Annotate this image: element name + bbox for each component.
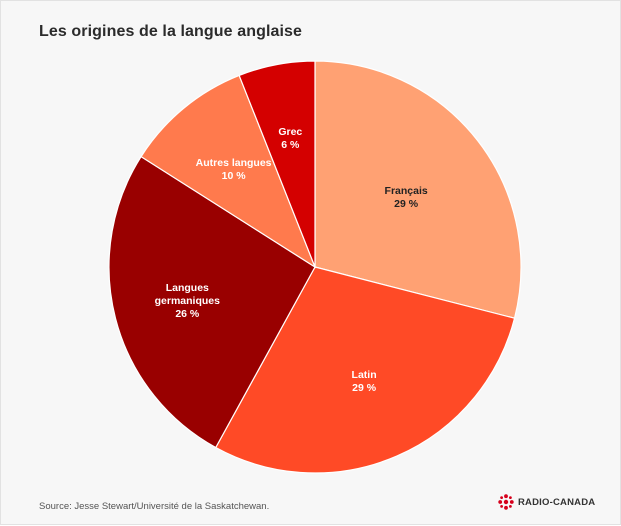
pie-slice-grec — [238, 60, 316, 268]
pie-slice-latin — [214, 266, 516, 474]
pie-slice-langues-germaniques — [108, 155, 316, 449]
brand-name: RADIO-CANADA — [518, 496, 596, 508]
slice-label-francais: Français 29 % — [385, 185, 428, 210]
source-note: Source: Jesse Stewart/Université de la S… — [39, 501, 270, 512]
pie-slice-autres-langues — [140, 74, 317, 269]
radio-canada-gem-icon — [498, 494, 514, 510]
brand: RADIO-CANADA — [498, 494, 595, 510]
slice-label-autres-langues: Autres langues 10 % — [196, 157, 272, 182]
slice-label-grec: Grec 6 % — [278, 126, 302, 151]
chart-title: Les origines de la langue anglaise — [39, 23, 303, 40]
pie-slice-francais — [314, 60, 522, 319]
slice-label-latin: Latin 29 % — [352, 369, 377, 394]
slice-label-langues-germaniques: Langues germaniques 26 % — [155, 282, 221, 320]
